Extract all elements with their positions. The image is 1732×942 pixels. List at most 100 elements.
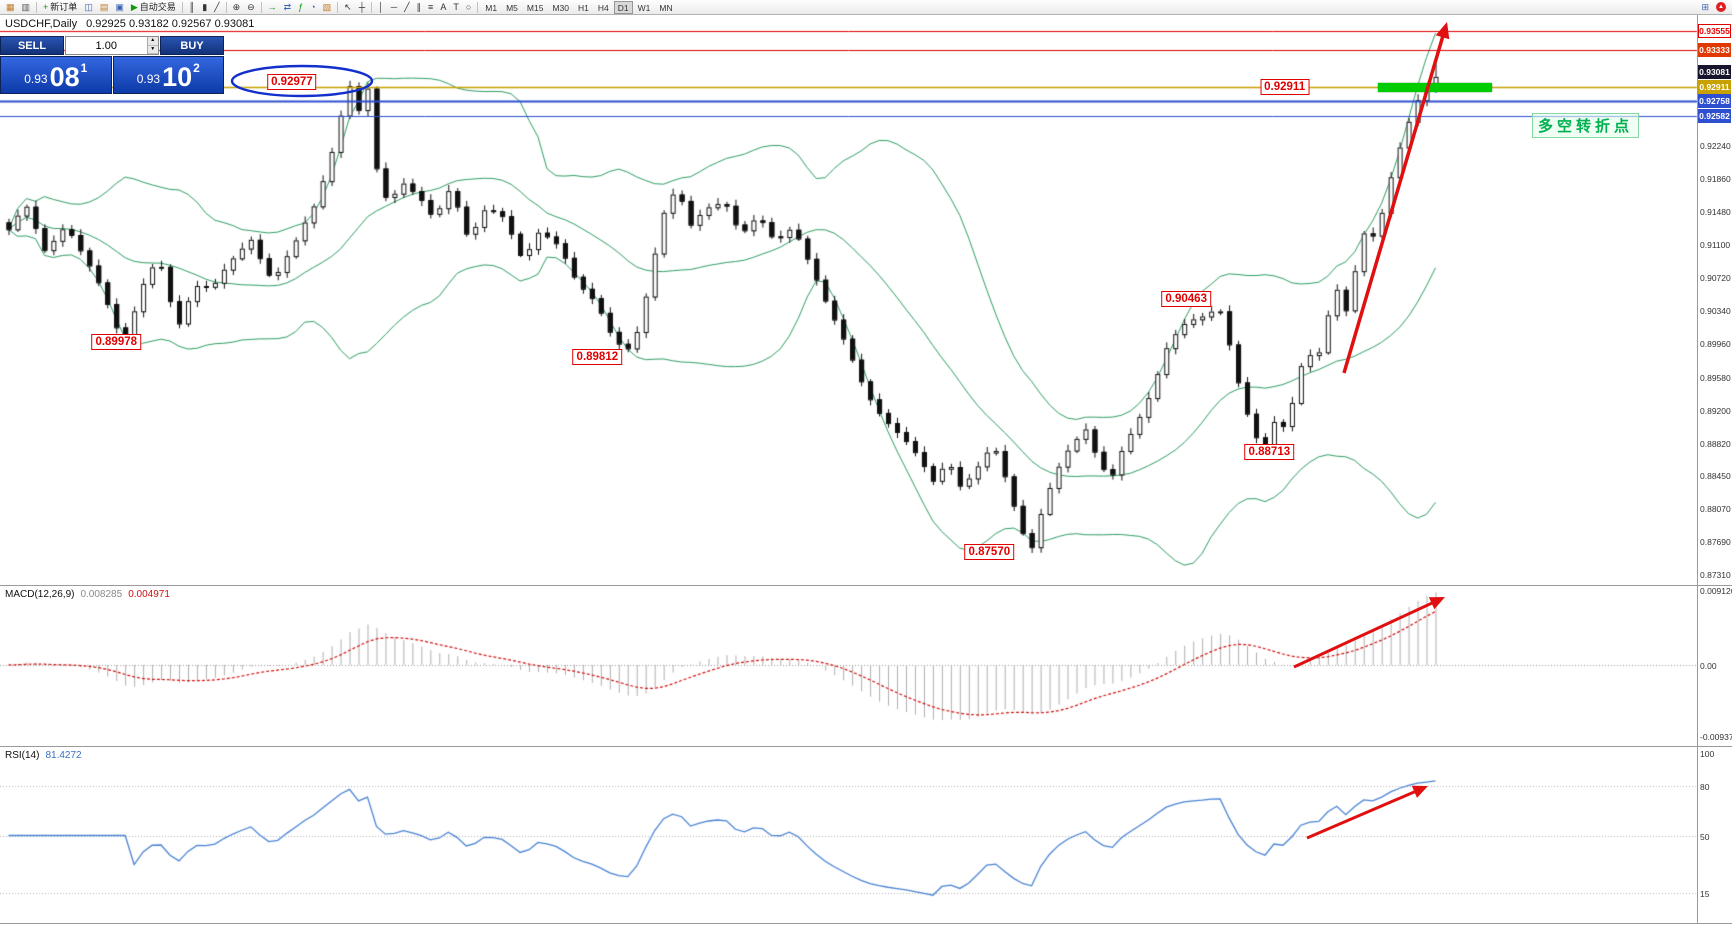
chart-shift-button[interactable]: ⇄ <box>281 1 295 14</box>
lot-increase-button[interactable]: ▲ <box>147 37 158 46</box>
market-watch-icon: ◫ <box>84 1 93 12</box>
shapes-icon: ○ <box>465 1 472 12</box>
main-chart-pane[interactable] <box>0 15 1697 585</box>
buy-button[interactable]: BUY <box>160 36 224 55</box>
macd-rsi-separator[interactable] <box>0 746 1732 747</box>
price-callout-0.90463[interactable]: 0.90463 <box>1161 291 1211 308</box>
auto-trading-button[interactable]: ▶ 自动交易 <box>128 1 179 14</box>
timeframe-h1-button[interactable]: H1 <box>574 1 593 14</box>
new-window-button[interactable]: ⊞ <box>1698 1 1712 14</box>
timeframe-d1-button[interactable]: D1 <box>613 0 633 14</box>
new-order-button[interactable]: + 新订单 <box>40 1 80 14</box>
rsi-value: 81.4272 <box>45 750 82 761</box>
timeframe-w1-button[interactable]: W1 <box>634 1 655 14</box>
fibonacci-icon: ≡ <box>428 1 434 12</box>
sell-price-button[interactable]: 0.93 08 1 <box>0 56 112 94</box>
label-button[interactable]: T <box>450 1 462 14</box>
rsi-timeaxis-separator <box>0 923 1732 924</box>
zoom-out-icon: ⊖ <box>247 1 255 12</box>
timeframe-m15-button[interactable]: M15 <box>523 1 548 14</box>
new-chart-button[interactable]: ▦ <box>3 1 18 14</box>
macd-pane[interactable] <box>0 586 1697 746</box>
price-tick: 0.90720 <box>1700 273 1731 284</box>
timeframe-mn-button[interactable]: MN <box>655 1 676 14</box>
bar-chart-button[interactable]: ║ <box>186 1 198 14</box>
timeframe-m1-button[interactable]: M1 <box>481 1 501 14</box>
toolbar-separator <box>36 1 38 13</box>
price-tick: 0.88450 <box>1700 471 1731 482</box>
lot-decrease-button[interactable]: ▼ <box>147 45 158 54</box>
rsi-tick: 15 <box>1700 889 1710 900</box>
price-callout-0.92911[interactable]: 0.92911 <box>1260 79 1310 96</box>
auto-scroll-button[interactable]: → <box>265 1 280 14</box>
price-callout-0.89812[interactable]: 0.89812 <box>572 348 623 365</box>
candlestick-chart-icon: ▮ <box>202 1 208 12</box>
sell-price-prefix: 0.93 <box>24 72 48 86</box>
market-watch-button[interactable]: ◫ <box>81 1 96 14</box>
macd-title: MACD(12,26,9) <box>5 589 75 600</box>
price-tick: 0.87690 <box>1700 537 1731 548</box>
crosshair-icon: ┼ <box>358 1 366 12</box>
price-tick: 0.91860 <box>1700 173 1731 184</box>
lot-size-input[interactable] <box>66 37 147 54</box>
periods-button[interactable]: ◔ <box>307 1 318 14</box>
profiles-button[interactable]: ▥ <box>19 1 34 14</box>
price-callout-0.88713[interactable]: 0.88713 <box>1244 443 1295 460</box>
trendline-button[interactable]: ╱ <box>401 1 412 14</box>
terminal-button[interactable]: ▣ <box>112 1 127 14</box>
price-tick: 0.87310 <box>1700 570 1731 581</box>
rsi-pane[interactable] <box>0 747 1697 923</box>
channel-button[interactable]: ∥ <box>414 1 425 14</box>
line-chart-button[interactable]: ╱ <box>211 1 222 14</box>
price-callout-0.87570[interactable]: 0.87570 <box>964 543 1015 560</box>
auto-scroll-icon: → <box>267 1 277 12</box>
rsi-tick: 50 <box>1700 831 1710 842</box>
timeframe-m30-button[interactable]: M30 <box>548 1 573 14</box>
profiles-icon: ▥ <box>21 1 31 12</box>
indicators-button[interactable]: ƒ <box>295 1 306 14</box>
chart-title: USDCHF,Daily 0.92925 0.93182 0.92567 0.9… <box>5 18 254 30</box>
main-macd-separator[interactable] <box>0 585 1732 586</box>
chart-shift-icon: ⇄ <box>283 1 292 12</box>
price-callout-0.92977[interactable]: 0.92977 <box>267 73 317 90</box>
toolbar-separator <box>371 1 373 13</box>
navigator-icon: ▤ <box>99 1 109 12</box>
zoom-in-button[interactable]: ⊕ <box>230 1 244 14</box>
templates-button[interactable]: ▧ <box>320 1 335 14</box>
new-chart-icon: ▦ <box>6 1 15 12</box>
toolbar-separator <box>225 1 227 13</box>
navigator-button[interactable]: ▤ <box>97 1 112 14</box>
sell-price-pip: 1 <box>80 61 88 75</box>
rsi-title: RSI(14) <box>5 750 40 761</box>
new-order-label: 新订单 <box>50 1 78 12</box>
buy-price-button[interactable]: 0.93 10 2 <box>112 56 224 94</box>
price-callout-0.89978[interactable]: 0.89978 <box>91 334 142 351</box>
time-axis[interactable]: Aug 202017 Aug 202026 Aug 20204 Sep 2020… <box>0 924 1732 942</box>
cursor-button[interactable]: ↖ <box>341 1 355 14</box>
zoom-out-button[interactable]: ⊖ <box>244 1 258 14</box>
indicators-icon: ƒ <box>298 1 304 12</box>
sell-button[interactable]: SELL <box>0 36 64 55</box>
price-tick: 0.89200 <box>1700 405 1731 416</box>
trader-note-text[interactable]: 多空转折点 <box>1532 113 1640 138</box>
candlestick-chart-button[interactable]: ▮ <box>199 1 210 14</box>
alert-badge-icon[interactable]: ▲ <box>1716 2 1726 12</box>
vertical-line-button[interactable]: │ <box>375 1 387 14</box>
fibonacci-button[interactable]: ≡ <box>425 1 436 14</box>
price-tick: 0.91100 <box>1700 240 1731 251</box>
timeframe-m5-button[interactable]: M5 <box>502 1 522 14</box>
horizontal-line-button[interactable]: ─ <box>388 1 400 14</box>
price-tick: 0.91480 <box>1700 206 1731 217</box>
support-highlight-bar[interactable] <box>1378 82 1492 92</box>
macd-tick: -0.009378 <box>1700 732 1732 742</box>
shapes-button[interactable]: ○ <box>463 1 474 14</box>
macd-value: 0.008285 <box>80 589 123 600</box>
crosshair-button[interactable]: ┼ <box>356 1 368 14</box>
toolbar-separator <box>477 1 479 13</box>
horizontal-line-icon: ─ <box>390 1 398 12</box>
timeframe-h4-button[interactable]: H4 <box>594 1 613 14</box>
text-button[interactable]: A <box>437 1 449 14</box>
toolbar-separator <box>181 1 183 13</box>
price-badge-0.92911: 0.92911 <box>1698 80 1731 95</box>
